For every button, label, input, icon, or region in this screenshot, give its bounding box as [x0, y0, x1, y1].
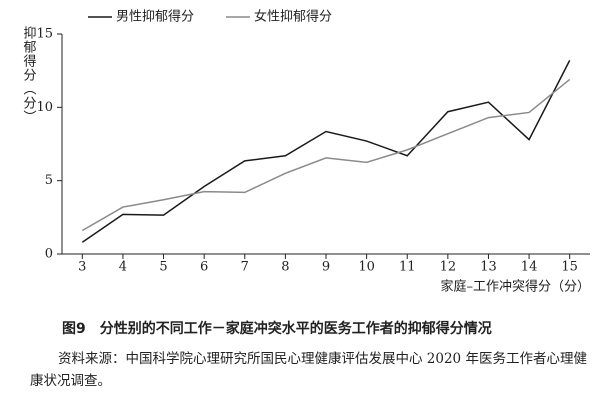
x-axis-label: 家庭–工作冲突得分（分） [440, 279, 590, 295]
x-tick-label: 15 [561, 260, 578, 275]
x-tick-label: 5 [159, 260, 167, 275]
x-tick-label: 10 [358, 260, 375, 275]
x-tick-label: 11 [399, 260, 416, 275]
x-tick-label: 9 [322, 260, 330, 275]
x-tick-label: 8 [281, 260, 289, 275]
x-tick-label: 7 [241, 260, 249, 275]
x-tick-label: 12 [440, 260, 457, 275]
caption: 图9 分性别的不同工作－家庭冲突水平的医务工作者的抑郁得分情况 [62, 321, 492, 337]
x-tick-label: 6 [200, 260, 208, 275]
y-tick-label: 5 [45, 173, 53, 188]
chart: 抑郁得分（分） 家庭–工作冲突得分（分） 0 5 10 15 3 4 5 6 7 8 9 10 11 12… [21, 9, 590, 295]
line-series [81, 78, 571, 232]
x-tick-label: 4 [119, 260, 127, 275]
x-tick-label: 13 [480, 260, 497, 275]
y-tick-label: 10 [36, 100, 53, 115]
line-series [81, 60, 571, 243]
legend-label: 男性抑郁得分 [116, 9, 194, 25]
x-tick-label: 14 [521, 260, 538, 275]
y-axis-label: 抑郁得分（分） [21, 26, 37, 124]
y-tick-label: 15 [36, 27, 53, 42]
legend-label: 女性抑郁得分 [254, 9, 332, 25]
x-tick-label: 3 [78, 260, 86, 275]
source-note: 资料来源：中国科学院心理研究所国民心理健康评估发展中心 2020 年医务工作者心… [30, 351, 587, 389]
y-tick-label: 0 [45, 247, 53, 262]
